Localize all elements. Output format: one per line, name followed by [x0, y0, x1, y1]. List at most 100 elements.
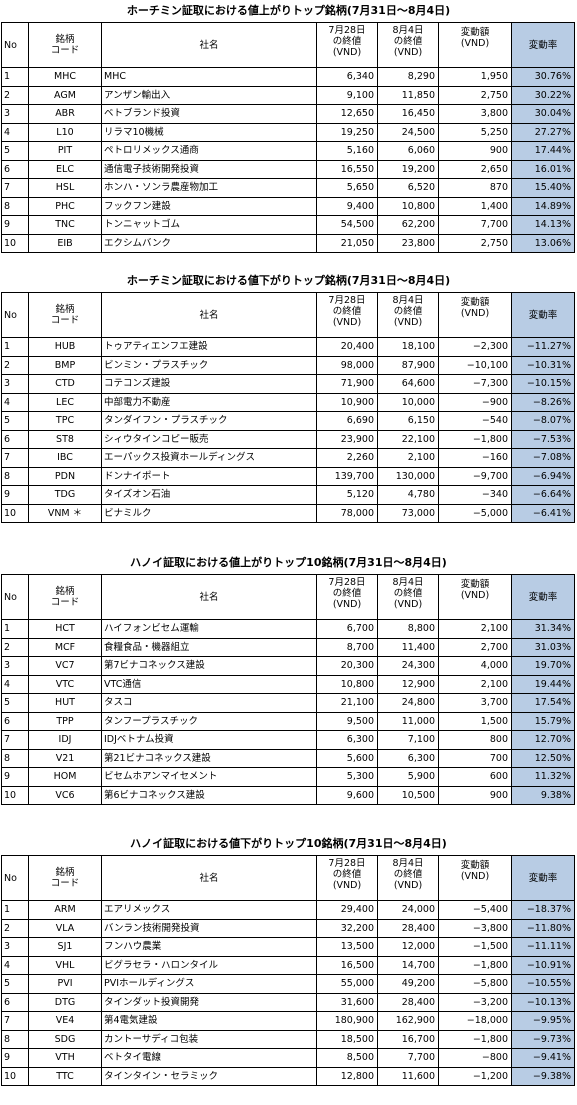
cell-change: 3,700 [438, 693, 512, 713]
cell-code: ST8 [28, 429, 102, 449]
cell-no: 1 [1, 900, 29, 920]
cell-change: 600 [438, 767, 512, 787]
cell-after: 6,520 [377, 178, 439, 198]
ranking-table: No 銘柄 コード 社名 7月28日 の終値 (VND) 8月4日 の終値 (VND) 変… [1, 574, 575, 805]
cell-no: 8 [1, 1029, 29, 1049]
cell-name: アンザン輸出入 [101, 85, 317, 105]
table-row: 8 PHC フックフン建設 9,400 10,800 1,400 14.89% [1, 196, 575, 216]
column-header-after: 8月4日 の終値 (VND) [377, 292, 439, 338]
column-header-change: 変動額 (VND) [438, 22, 512, 68]
cell-before: 2,260 [316, 448, 378, 468]
cell-rate: 30.76% [511, 67, 575, 87]
cell-rate: −9.95% [511, 1011, 575, 1031]
ranking-section: ハノイ証取における値上がりトップ10銘柄(7月31日～8月4日) No 銘柄 コード… [0, 552, 577, 805]
cell-code: PHC [28, 196, 102, 216]
header-row: No 銘柄 コード 社名 7月28日 の終値 (VND) 8月4日 の終値 (VND) 変… [1, 855, 575, 901]
cell-after: 73,000 [377, 503, 439, 523]
cell-after: 87,900 [377, 355, 439, 375]
column-header-before: 7月28日 の終値 (VND) [316, 574, 378, 620]
cell-before: 16,500 [316, 955, 378, 975]
cell-name: ベトタイ電線 [101, 1048, 317, 1068]
ranking-section: ホーチミン証取における値下がりトップ銘柄(7月31日～8月4日) No 銘柄 コード… [0, 270, 577, 523]
table-row: 2 BMP ビンミン・プラスチック 98,000 87,900 −10,100 −10.31… [1, 355, 575, 375]
cell-after: 16,700 [377, 1029, 439, 1049]
cell-code: L10 [28, 122, 102, 142]
column-header-code: 銘柄 コード [28, 574, 102, 620]
cell-change: 1,950 [438, 67, 512, 87]
ranking-section: ハノイ証取における値下がりトップ10銘柄(7月31日～8月4日) No 銘柄 コード… [0, 833, 577, 1086]
cell-after: 62,200 [377, 215, 439, 235]
cell-after: 64,600 [377, 374, 439, 394]
cell-no: 2 [1, 637, 29, 657]
cell-rate: 9.38% [511, 785, 575, 805]
cell-before: 6,690 [316, 411, 378, 431]
cell-after: 10,500 [377, 785, 439, 805]
cell-rate: 31.03% [511, 637, 575, 657]
cell-after: 24,500 [377, 122, 439, 142]
cell-change: 1,500 [438, 711, 512, 731]
cell-code: VNM ＊ [28, 503, 102, 523]
cell-code: TDG [28, 485, 102, 505]
cell-rate: 14.89% [511, 196, 575, 216]
cell-name: IDJベトナム投資 [101, 730, 317, 750]
cell-no: 1 [1, 67, 29, 87]
cell-before: 6,700 [316, 619, 378, 639]
cell-before: 32,200 [316, 918, 378, 938]
cell-name: フックフン建設 [101, 196, 317, 216]
cell-before: 21,100 [316, 693, 378, 713]
cell-change: −5,400 [438, 900, 512, 920]
header-row: No 銘柄 コード 社名 7月28日 の終値 (VND) 8月4日 の終値 (VND) 変… [1, 574, 575, 620]
cell-before: 5,600 [316, 748, 378, 768]
cell-code: TPP [28, 711, 102, 731]
cell-name: リラマ10機械 [101, 122, 317, 142]
table-row: 9 HOM ビセムホアンマイセメント 5,300 5,900 600 11.32% [1, 767, 575, 787]
table-row: 2 AGM アンザン輸出入 9,100 11,850 2,750 30.22% [1, 85, 575, 105]
cell-after: 10,800 [377, 196, 439, 216]
table-row: 7 IDJ IDJベトナム投資 6,300 7,100 800 12.70% [1, 730, 575, 750]
cell-name: タインダット投資開発 [101, 992, 317, 1012]
column-header-before: 7月28日 の終値 (VND) [316, 22, 378, 68]
cell-code: VC7 [28, 656, 102, 676]
cell-after: 6,150 [377, 411, 439, 431]
cell-code: VTC [28, 674, 102, 694]
cell-no: 6 [1, 992, 29, 1012]
cell-no: 4 [1, 955, 29, 975]
cell-name: ベトブランド投資 [101, 104, 317, 124]
cell-change: 2,650 [438, 159, 512, 179]
cell-before: 55,000 [316, 974, 378, 994]
cell-after: 23,800 [377, 233, 439, 253]
cell-before: 54,500 [316, 215, 378, 235]
cell-code: HUB [28, 337, 102, 357]
table-row: 6 ELC 通信電子技術開発投資 16,550 19,200 2,650 16.01% [1, 159, 575, 179]
cell-no: 3 [1, 374, 29, 394]
column-header-no: No [1, 855, 29, 901]
cell-no: 6 [1, 159, 29, 179]
column-header-rate: 変動率 [511, 855, 575, 901]
cell-change: −7,300 [438, 374, 512, 394]
cell-code: MHC [28, 67, 102, 87]
cell-name: VTC通信 [101, 674, 317, 694]
cell-rate: −7.53% [511, 429, 575, 449]
cell-no: 4 [1, 392, 29, 412]
cell-before: 5,650 [316, 178, 378, 198]
cell-after: 8,290 [377, 67, 439, 87]
cell-no: 10 [1, 1066, 29, 1086]
cell-rate: −10.31% [511, 355, 575, 375]
cell-name: フンハウ農業 [101, 937, 317, 957]
cell-change: −18,000 [438, 1011, 512, 1031]
cell-change: −5,800 [438, 974, 512, 994]
table-title: ホーチミン証取における値上がりトップ銘柄(7月31日～8月4日) [126, 4, 451, 17]
cell-code: LEC [28, 392, 102, 412]
cell-before: 6,340 [316, 67, 378, 87]
cell-change: −900 [438, 392, 512, 412]
cell-after: 19,200 [377, 159, 439, 179]
cell-no: 5 [1, 974, 29, 994]
cell-after: 10,000 [377, 392, 439, 412]
table-row: 10 TTC タインタイン・セラミック 12,800 11,600 −1,200 −9.38… [1, 1066, 575, 1086]
cell-before: 12,800 [316, 1066, 378, 1086]
cell-code: HOM [28, 767, 102, 787]
cell-after: 11,600 [377, 1066, 439, 1086]
table-row: 3 ABR ベトブランド投資 12,650 16,450 3,800 30.04% [1, 104, 575, 124]
cell-rate: −10.91% [511, 955, 575, 975]
cell-before: 29,400 [316, 900, 378, 920]
